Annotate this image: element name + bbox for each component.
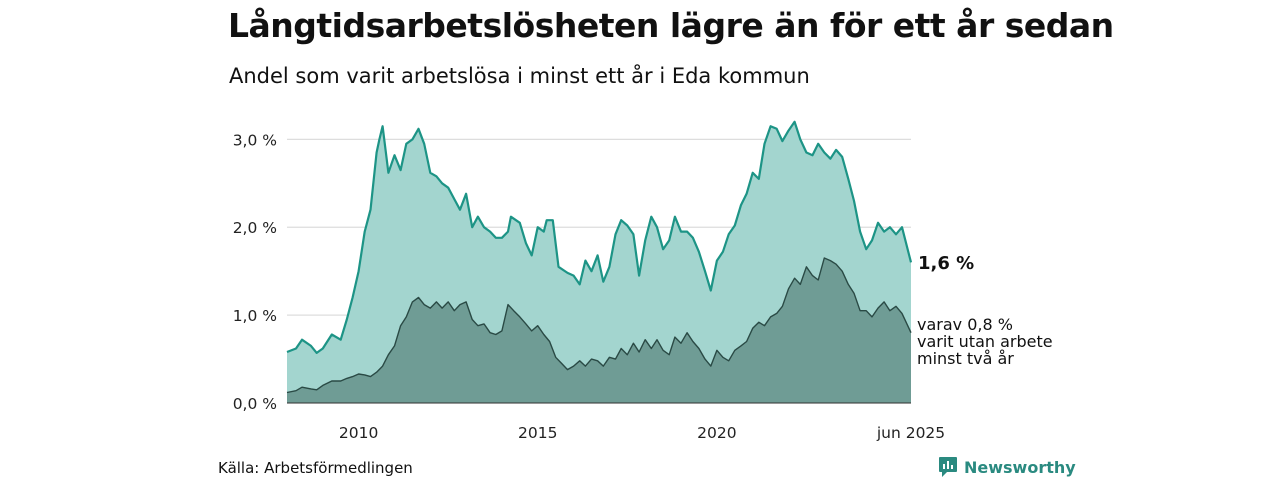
y-axis: 0,0 % 1,0 % 2,0 % 3,0 % <box>233 131 277 413</box>
x-tick-label: 2020 <box>697 424 736 442</box>
y-tick-label: 2,0 % <box>233 219 277 237</box>
x-tick-label: jun 2025 <box>876 424 945 442</box>
chart-subtitle: Andel som varit arbetslösa i minst ett å… <box>229 64 810 88</box>
x-axis: 2010 2015 2020 jun 2025 <box>339 424 945 442</box>
end-label-sub-line: varit utan arbete <box>917 332 1053 351</box>
line-unemployed-two-years <box>286 257 912 394</box>
y-tick-label: 1,0 % <box>233 307 277 325</box>
end-label-sub-line: varav 0,8 % <box>917 315 1013 334</box>
end-label-sub-line: minst två år <box>917 349 1014 368</box>
chart-title: Långtidsarbetslösheten lägre än för ett … <box>228 6 1114 45</box>
y-tick-label: 3,0 % <box>233 131 277 149</box>
newsworthy-logo-icon <box>939 457 957 477</box>
x-tick-label: 2010 <box>339 424 378 442</box>
area-unemployed-two-years <box>287 258 911 403</box>
y-tick-label: 0,0 % <box>233 395 277 413</box>
brand-logo: Newsworthy <box>938 456 1076 478</box>
source-note: Källa: Arbetsförmedlingen <box>218 459 413 477</box>
chart-areas <box>286 120 913 404</box>
end-label-main: 1,6 % <box>918 253 974 274</box>
brand-name: Newsworthy <box>964 457 1076 477</box>
x-tick-label: 2015 <box>518 424 557 442</box>
line-long-term-unemployed <box>286 120 913 354</box>
